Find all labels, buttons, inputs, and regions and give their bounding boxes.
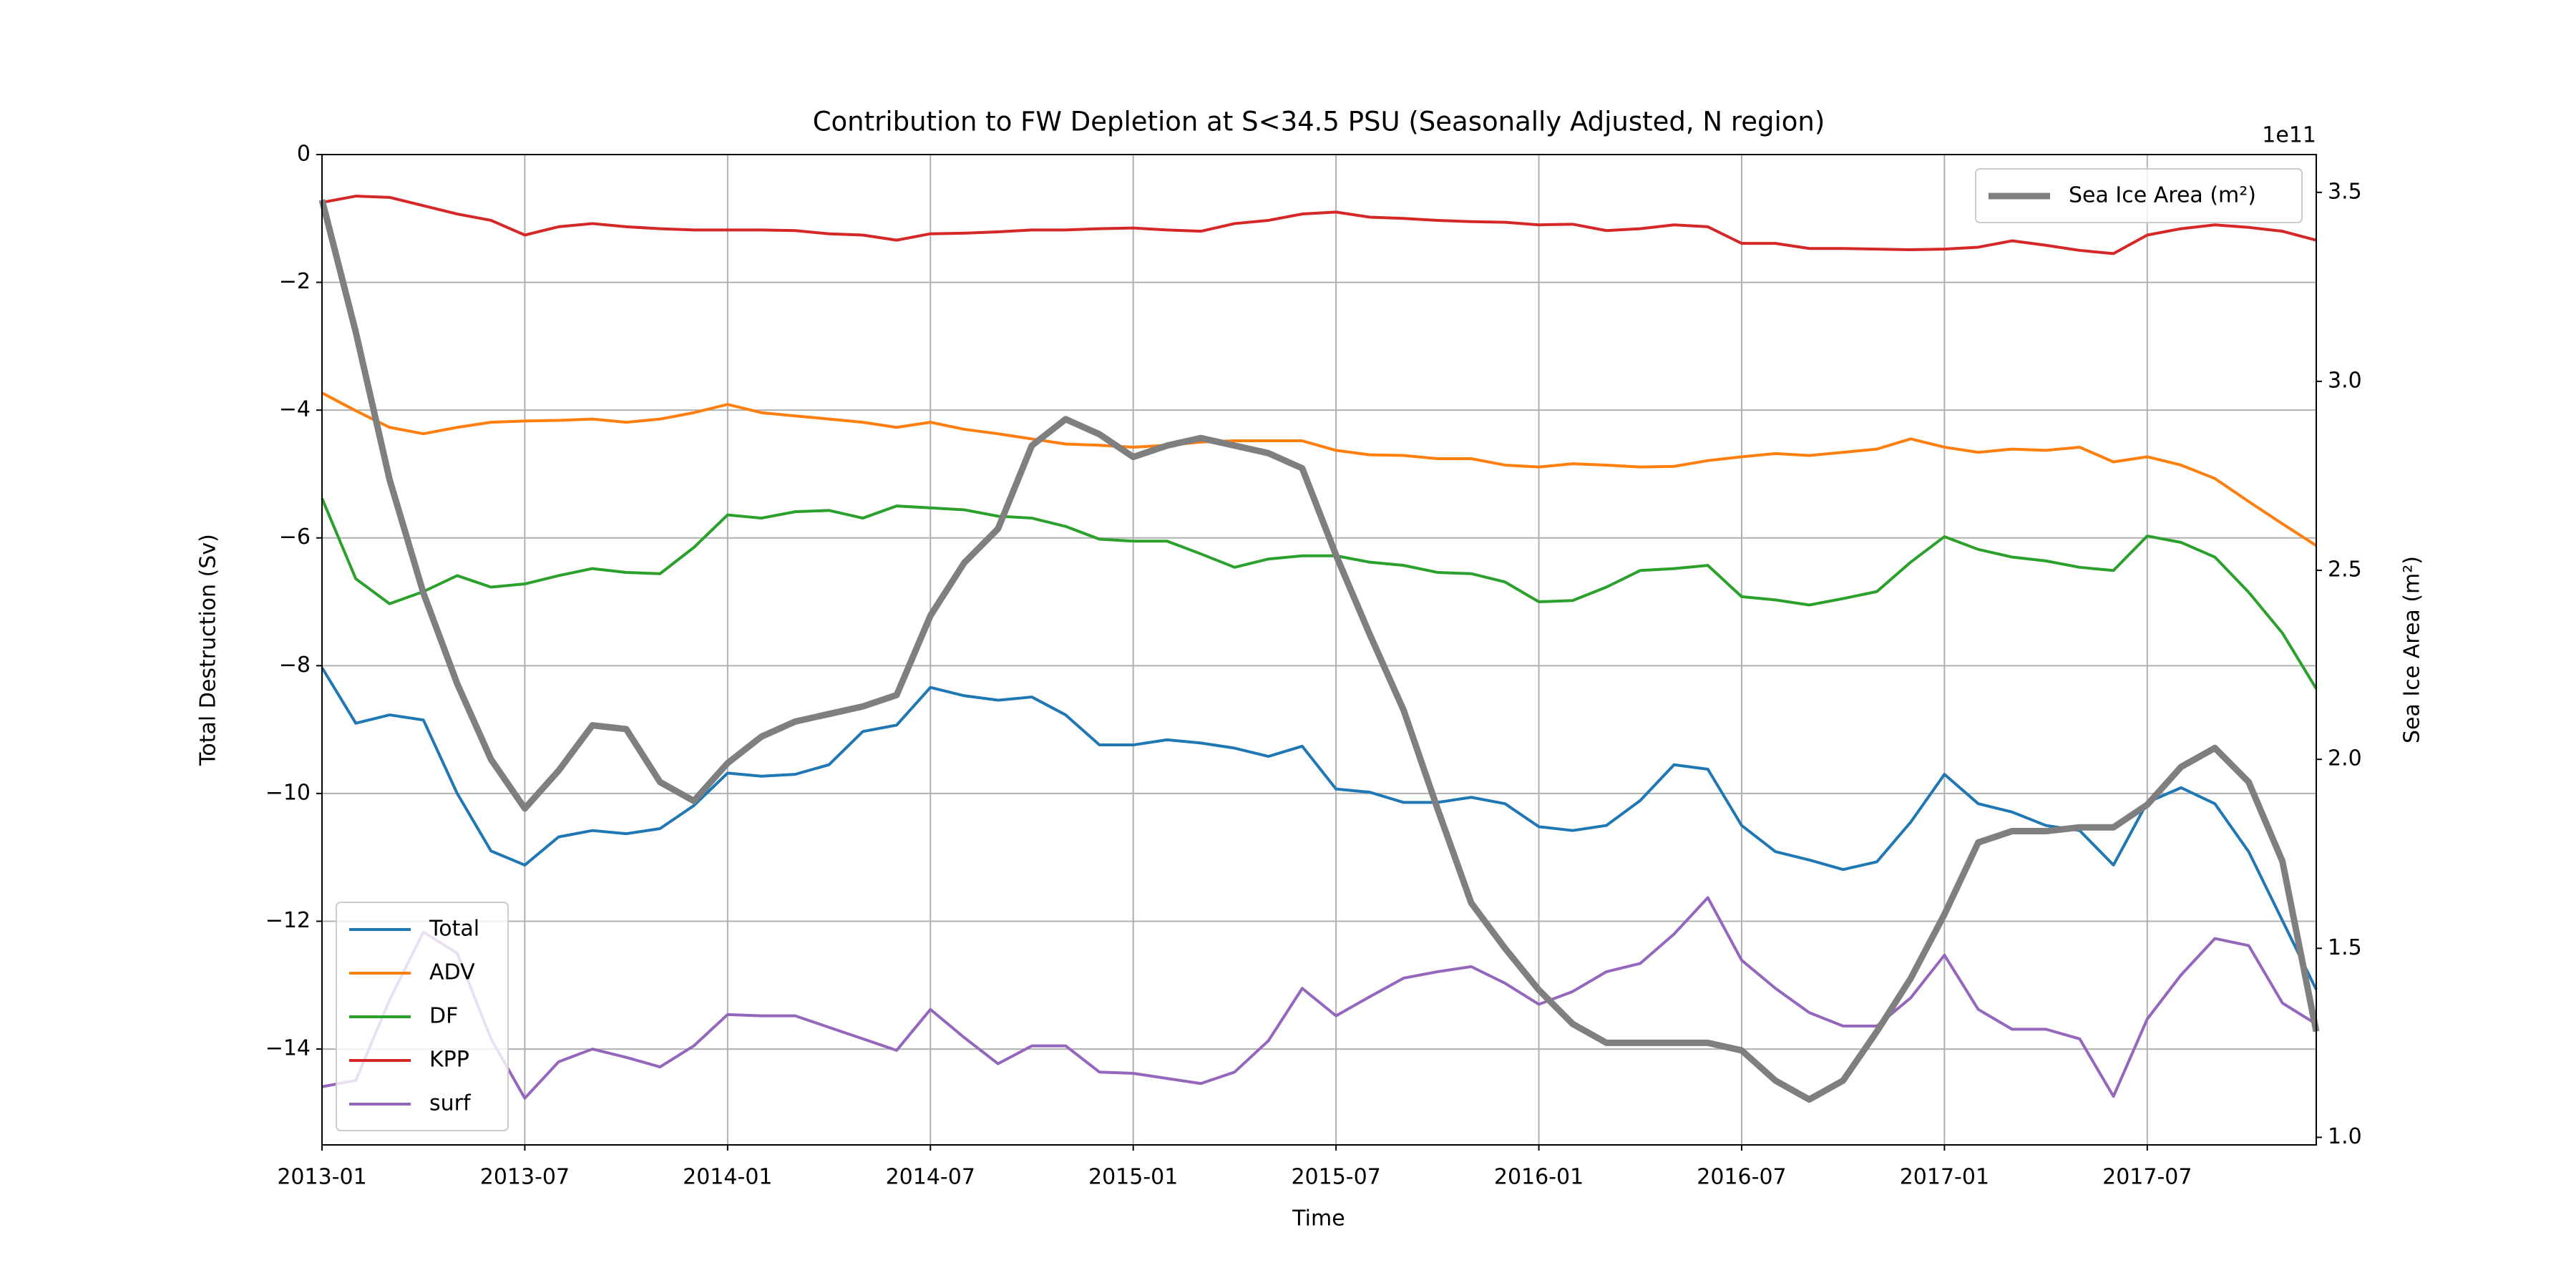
x-axis-label: Time	[1292, 1206, 1345, 1231]
legend-label: DF	[429, 1004, 458, 1029]
plot-frame	[321, 154, 2317, 1146]
y-axis-label: Total Destruction (Sv)	[196, 534, 221, 766]
y2-tick-label: 1.0	[2328, 1124, 2362, 1149]
legend-label: Sea Ice Area (m²)	[2069, 183, 2256, 208]
legend: Sea Ice Area (m²)	[1975, 168, 2303, 223]
legend-label: surf	[429, 1091, 472, 1116]
x-tick-label: 2015-07	[1291, 1165, 1380, 1190]
y-tick-label: −14	[265, 1036, 311, 1061]
x-tick-label: 2016-07	[1697, 1165, 1786, 1190]
y-tick-label: −2	[279, 269, 311, 294]
x-tick-label: 2013-07	[480, 1165, 570, 1190]
x-tick-label: 2013-01	[277, 1165, 366, 1190]
legend-label: Total	[429, 917, 479, 942]
y2-offset-label: 1e11	[2262, 123, 2316, 148]
series-line	[321, 391, 2318, 547]
y2-axis-label: Sea Ice Area (m²)	[2400, 556, 2425, 743]
legend-box	[1975, 168, 2303, 223]
y2-tick-label: 3.0	[2328, 368, 2362, 393]
y-tick-label: −8	[279, 653, 311, 678]
x-tick-label: 2017-07	[2102, 1165, 2192, 1190]
y-tick-label: −4	[279, 397, 311, 422]
x-tick-label: 2016-01	[1494, 1165, 1584, 1190]
series-line	[321, 896, 2318, 1100]
legend-label: ADV	[429, 960, 475, 985]
series-line	[318, 199, 2320, 1103]
series-line	[321, 195, 2317, 255]
y-tick-label: −12	[265, 908, 311, 933]
x-tick-label: 2015-01	[1088, 1165, 1178, 1190]
x-tick-label: 2014-01	[683, 1165, 772, 1190]
y2-tick-label: 2.5	[2328, 557, 2362, 582]
y2-tick-label: 1.5	[2328, 935, 2362, 960]
y-tick-label: 0	[297, 142, 311, 167]
y-tick-label: −10	[265, 780, 311, 805]
chart-title: Contribution to FW Depletion at S<34.5 P…	[813, 107, 1825, 137]
y-tick-label: −6	[279, 525, 311, 550]
series-line	[321, 666, 2318, 990]
y2-tick-label: 2.0	[2328, 746, 2362, 771]
legend: Total ADV DF KPP surf	[336, 902, 509, 1131]
x-tick-label: 2017-01	[1900, 1165, 1989, 1190]
legend-box	[336, 902, 509, 1131]
x-tick-label: 2014-07	[886, 1165, 975, 1190]
series-line	[321, 497, 2318, 690]
legend-label: KPP	[429, 1048, 469, 1073]
y2-tick-label: 3.5	[2328, 179, 2362, 204]
